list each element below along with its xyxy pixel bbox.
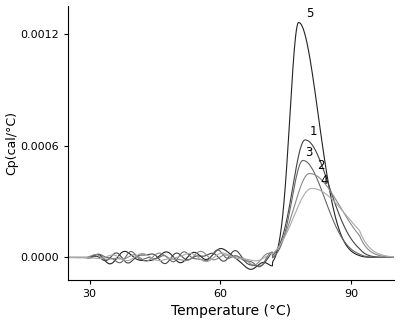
Text: 5: 5: [306, 7, 314, 20]
Text: 3: 3: [305, 145, 312, 158]
X-axis label: Temperature (°C): Temperature (°C): [171, 305, 291, 318]
Text: 4: 4: [320, 175, 328, 188]
Text: 1: 1: [310, 125, 317, 138]
Y-axis label: Cp(cal/°C): Cp(cal/°C): [6, 111, 18, 175]
Text: 2: 2: [317, 159, 324, 172]
